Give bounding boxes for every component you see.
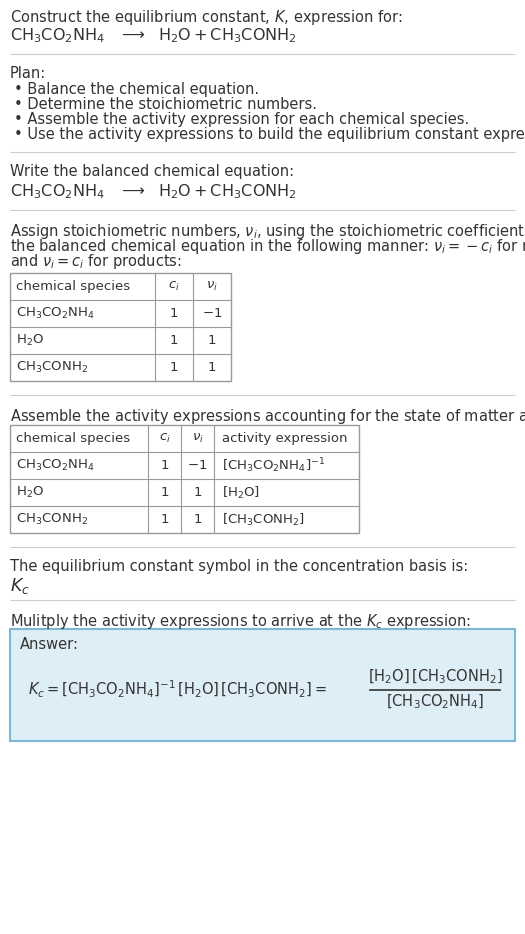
Text: 1: 1 xyxy=(170,334,179,347)
Text: 1: 1 xyxy=(193,486,202,499)
Text: $\longrightarrow$: $\longrightarrow$ xyxy=(118,182,145,197)
Text: 1: 1 xyxy=(160,459,169,472)
Bar xyxy=(10,629,515,741)
Text: $-1$: $-1$ xyxy=(187,459,208,472)
Text: • Determine the stoichiometric numbers.: • Determine the stoichiometric numbers. xyxy=(14,97,317,112)
Text: 1: 1 xyxy=(208,334,216,347)
Text: • Balance the chemical equation.: • Balance the chemical equation. xyxy=(14,82,259,97)
Text: Assemble the activity expressions accounting for the state of matter and $\nu_i$: Assemble the activity expressions accoun… xyxy=(10,407,525,426)
Text: $\mathrm{CH_3CO_2NH_4}$: $\mathrm{CH_3CO_2NH_4}$ xyxy=(10,182,105,201)
Text: 1: 1 xyxy=(170,361,179,374)
Text: activity expression: activity expression xyxy=(222,432,348,445)
Text: $\longrightarrow$: $\longrightarrow$ xyxy=(118,26,145,41)
Text: Answer:: Answer: xyxy=(20,637,79,652)
Text: Plan:: Plan: xyxy=(10,66,46,81)
Text: $-1$: $-1$ xyxy=(202,307,222,320)
Text: $\nu_i$: $\nu_i$ xyxy=(192,432,204,445)
Text: $\mathrm{CH_3CO_2NH_4}$: $\mathrm{CH_3CO_2NH_4}$ xyxy=(10,26,105,45)
Text: and $\nu_i = c_i$ for products:: and $\nu_i = c_i$ for products: xyxy=(10,252,182,271)
Text: • Use the activity expressions to build the equilibrium constant expression.: • Use the activity expressions to build … xyxy=(14,127,525,142)
Text: chemical species: chemical species xyxy=(16,280,130,293)
Text: $\mathrm{CH_3CO_2NH_4}$: $\mathrm{CH_3CO_2NH_4}$ xyxy=(16,306,95,321)
Text: $K_c = [\mathrm{CH_3CO_2NH_4}]^{-1}\,[\mathrm{H_2O}]\,[\mathrm{CH_3CONH_2}] = $: $K_c = [\mathrm{CH_3CO_2NH_4}]^{-1}\,[\m… xyxy=(28,678,327,700)
Text: $\mathrm{CH_3CO_2NH_4}$: $\mathrm{CH_3CO_2NH_4}$ xyxy=(16,458,95,473)
Text: 1: 1 xyxy=(170,307,179,320)
Text: Mulitply the activity expressions to arrive at the $K_c$ expression:: Mulitply the activity expressions to arr… xyxy=(10,612,471,631)
Text: The equilibrium constant symbol in the concentration basis is:: The equilibrium constant symbol in the c… xyxy=(10,559,468,574)
Text: Write the balanced chemical equation:: Write the balanced chemical equation: xyxy=(10,164,294,179)
Text: 1: 1 xyxy=(160,513,169,526)
Text: $\nu_i$: $\nu_i$ xyxy=(206,280,218,293)
Bar xyxy=(10,425,359,533)
Text: 1: 1 xyxy=(208,361,216,374)
Text: $\mathrm{CH_3CONH_2}$: $\mathrm{CH_3CONH_2}$ xyxy=(16,512,88,527)
Text: $\mathrm{H_2O + CH_3CONH_2}$: $\mathrm{H_2O + CH_3CONH_2}$ xyxy=(158,182,297,201)
Text: $[\mathrm{CH_3CO_2NH_4}]^{-1}$: $[\mathrm{CH_3CO_2NH_4}]^{-1}$ xyxy=(222,456,325,474)
Text: $K_c$: $K_c$ xyxy=(10,576,30,596)
Text: Assign stoichiometric numbers, $\nu_i$, using the stoichiometric coefficients, $: Assign stoichiometric numbers, $\nu_i$, … xyxy=(10,222,525,241)
Text: $[\mathrm{CH_3CONH_2}]$: $[\mathrm{CH_3CONH_2}]$ xyxy=(222,512,305,528)
Text: $\mathrm{H_2O + CH_3CONH_2}$: $\mathrm{H_2O + CH_3CONH_2}$ xyxy=(158,26,297,45)
Bar xyxy=(10,273,231,381)
Text: the balanced chemical equation in the following manner: $\nu_i = -c_i$ for react: the balanced chemical equation in the fo… xyxy=(10,237,525,256)
Text: $\mathrm{H_2O}$: $\mathrm{H_2O}$ xyxy=(16,333,44,348)
Text: Construct the equilibrium constant, $K$, expression for:: Construct the equilibrium constant, $K$,… xyxy=(10,8,403,27)
Text: $c_i$: $c_i$ xyxy=(159,432,171,445)
Text: $[\mathrm{CH_3CO_2NH_4}]$: $[\mathrm{CH_3CO_2NH_4}]$ xyxy=(386,693,484,711)
Text: $[\mathrm{H_2O}]\,[\mathrm{CH_3CONH_2}]$: $[\mathrm{H_2O}]\,[\mathrm{CH_3CONH_2}]$ xyxy=(368,668,502,686)
Text: $\mathrm{H_2O}$: $\mathrm{H_2O}$ xyxy=(16,485,44,500)
Text: $c_i$: $c_i$ xyxy=(168,280,180,293)
Text: • Assemble the activity expression for each chemical species.: • Assemble the activity expression for e… xyxy=(14,112,469,127)
Text: $[\mathrm{H_2O}]$: $[\mathrm{H_2O}]$ xyxy=(222,485,260,501)
Text: chemical species: chemical species xyxy=(16,432,130,445)
Text: 1: 1 xyxy=(193,513,202,526)
Text: $\mathrm{CH_3CONH_2}$: $\mathrm{CH_3CONH_2}$ xyxy=(16,360,88,375)
Text: 1: 1 xyxy=(160,486,169,499)
